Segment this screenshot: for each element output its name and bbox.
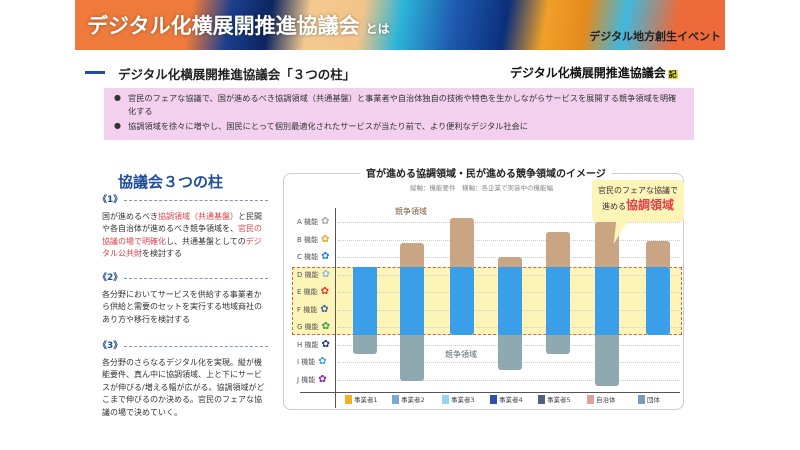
- row-label: F 機能 ✿: [297, 304, 329, 316]
- chart-subtitle: 縦軸：機能要件 横軸：各企業で実装中の機能幅: [410, 184, 553, 192]
- gear-icon: ✿: [318, 356, 327, 367]
- legend-label: 事業者4: [499, 396, 523, 404]
- legend-5: 事業者5: [538, 394, 571, 404]
- legend-label: 事業者2: [401, 396, 425, 404]
- grid-line: [338, 379, 680, 381]
- bar-competitive-bottom: [498, 335, 522, 370]
- gear-icon: ✿: [321, 338, 330, 350]
- row-label-text: I 機能: [297, 358, 316, 366]
- row-label: C 機能 ✿: [297, 251, 330, 263]
- council-logo: デジタル化横展開推進協議会記: [510, 66, 678, 80]
- bar-cooperative: [450, 267, 474, 335]
- building-icon: [490, 394, 497, 404]
- bar-competitive-bottom: [595, 335, 619, 386]
- cooperative-band: [292, 267, 682, 335]
- header-banner: デジタル化横展開推進協議会 とは デジタル地方創生イベント: [75, 0, 725, 50]
- legend-6: 自治体: [587, 394, 616, 404]
- bar-competitive-top: [450, 218, 474, 267]
- bar-cooperative: [646, 267, 670, 335]
- bar-cooperative: [546, 267, 570, 335]
- row-label: I 機能 ✿: [297, 356, 327, 368]
- bar-competitive-top: [646, 240, 670, 267]
- row-label-text: A 機能: [297, 218, 319, 226]
- row-label: A 機能 ✿: [297, 216, 329, 228]
- event-brand: デジタル地方創生イベント: [589, 30, 721, 43]
- row-label-text: B 機能: [297, 235, 319, 244]
- grid-line: [338, 222, 680, 223]
- row-label-text: F 機能: [297, 305, 318, 314]
- gear-icon: ✿: [318, 373, 327, 385]
- page-title: デジタル化横展開推進協議会 とは: [87, 14, 390, 38]
- row-label-text: H 機能: [297, 340, 319, 349]
- gear-icon: ✿: [321, 251, 330, 262]
- pillar-2: 《2》 各分野においてサービスを供給する事業者から供給と需要のセットを実行する地…: [98, 272, 268, 326]
- gear-icon: ✿: [321, 233, 330, 245]
- building-icon: [538, 394, 545, 404]
- row-label-text: C 機能: [297, 253, 319, 261]
- gear-icon: ✿: [321, 216, 330, 227]
- row-label: E 機能 ✿: [297, 286, 329, 298]
- pillars-title: 協議会３つの柱: [118, 173, 224, 191]
- legend-2: 事業者2: [392, 394, 425, 404]
- legend-label: 事業者5: [547, 396, 571, 404]
- section-title: デジタル化横展開推進協議会「３つの柱」: [118, 67, 356, 82]
- y-axis: [335, 208, 336, 408]
- x-axis: [300, 392, 680, 393]
- legend-3: 事業者3: [442, 394, 475, 404]
- gear-icon: ✿: [321, 268, 331, 280]
- building-icon: [442, 394, 449, 404]
- building-icon: [587, 394, 594, 404]
- summary-box: 官民のフェアな協議で、国が進めるべき協調領域（共通基盤）と事業者や自治体独自の技…: [104, 88, 694, 140]
- legend-label: 団体: [647, 396, 660, 404]
- legend-label: 事業者3: [451, 396, 475, 404]
- grid-line: [338, 239, 680, 241]
- bar-competitive-bottom: [353, 335, 377, 355]
- row-label-text: J 機能: [297, 375, 316, 384]
- row-label: H 機能 ✿: [297, 339, 330, 351]
- bar-cooperative: [400, 267, 424, 335]
- row-label-text: G 機能: [297, 323, 319, 331]
- summary-item: 官民のフェアな協議で、国が進めるべき協調領域（共通基盤）と事業者や自治体独自の技…: [114, 92, 684, 117]
- chart-title: 官が進める協調領域・民が進める競争領域のイメージ: [360, 165, 612, 180]
- building-icon: [345, 394, 352, 404]
- row-label-text: E 機能: [297, 288, 318, 296]
- legend-7: 団体: [638, 394, 660, 404]
- row-label: D 機能 ✿: [297, 269, 330, 281]
- row-label-text: D 機能: [297, 270, 319, 279]
- legend-1: 事業者1: [345, 394, 378, 404]
- row-label: G 機能 ✿: [297, 321, 330, 333]
- bar-competitive-top: [546, 232, 570, 267]
- row-label: B 機能 ✿: [297, 234, 329, 246]
- pillar-3: 《3》 各分野のさらなるデジタル化を実現。縦が機能要件、真ん中に協調領域、上と下…: [98, 340, 268, 419]
- gear-icon: ✿: [321, 321, 331, 332]
- row-label: J 機能 ✿: [297, 374, 327, 386]
- bar-competitive-bottom: [400, 335, 424, 381]
- gear-icon: ✿: [320, 286, 330, 297]
- legend-4: 事業者4: [490, 394, 523, 404]
- section-marker: [85, 71, 105, 74]
- bar-competitive-top: [498, 256, 522, 267]
- building-icon: [392, 394, 399, 404]
- gear-icon: ✿: [320, 303, 329, 315]
- bar-competitive-bottom: [546, 335, 570, 355]
- bar-cooperative: [595, 267, 619, 335]
- bar-cooperative: [498, 267, 522, 335]
- building-icon: [638, 394, 645, 404]
- pillar-1: 《1》 国が進めるべき協調領域（共通基盤）と民間や各自治体が進めるべき競争領域を…: [98, 194, 268, 261]
- bar-cooperative: [353, 267, 377, 335]
- legend-label: 事業者1: [354, 396, 378, 404]
- callout: 官民のフェアな協議で 進める協調領域: [592, 180, 684, 222]
- competitive-label-top: 競争領域: [393, 206, 429, 217]
- summary-item: 協調領域を徐々に増やし、国民にとって個別最適化されたサービスが当たり前で、より便…: [114, 120, 684, 133]
- bar-competitive-top: [400, 242, 424, 267]
- legend-label: 自治体: [596, 396, 616, 404]
- competitive-label-bottom: 競争領域: [443, 349, 479, 360]
